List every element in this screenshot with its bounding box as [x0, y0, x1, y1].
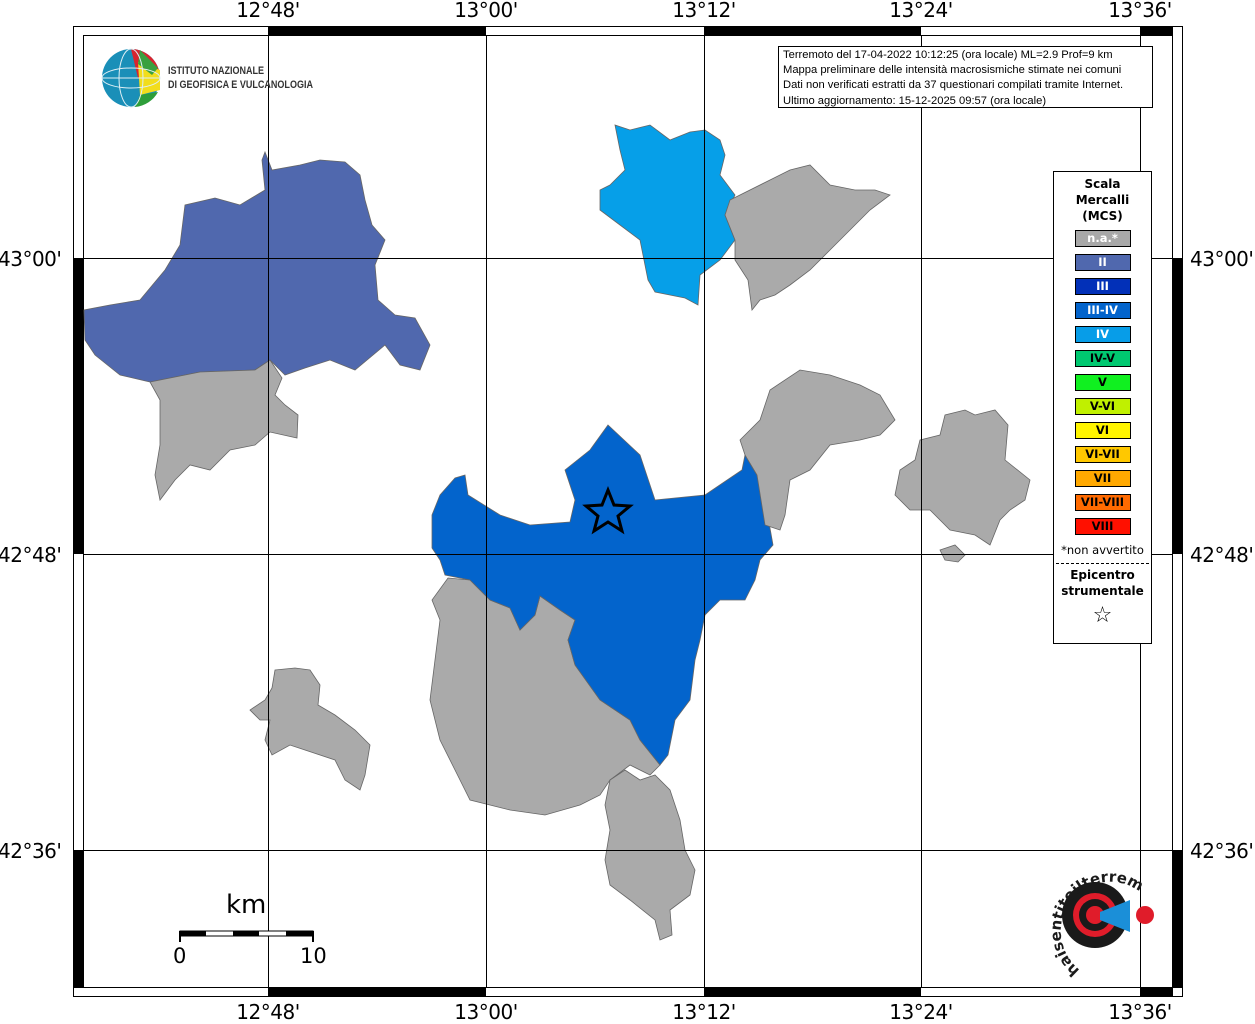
legend-title-line: Scala — [1084, 177, 1121, 191]
lat-label-left: 43°00' — [0, 247, 62, 271]
municipality-intensity-IV — [599, 124, 736, 306]
legend-item: V — [1074, 374, 1131, 391]
municipality-na — [249, 667, 371, 791]
municipality-na — [149, 359, 299, 501]
municipality-na — [739, 369, 896, 531]
lon-label-top: 12°48' — [236, 0, 300, 22]
legend-items: n.a.* II III III-IV IV IV-V V V-VI VI VI-VII VII VI… — [1054, 230, 1151, 535]
legend-divider — [1056, 563, 1149, 564]
lon-label-bottom: 13°12' — [672, 1000, 736, 1024]
legend-title: Scala Mercalli (MCS) — [1054, 176, 1151, 224]
lon-label-top: 13°00' — [454, 0, 518, 22]
legend-item: n.a.* — [1074, 230, 1131, 247]
legend-item: V-VI — [1074, 398, 1131, 415]
municipality-na — [894, 409, 1031, 546]
lon-label-top: 13°24' — [889, 0, 953, 22]
legend-epicenter-line: strumentale — [1061, 584, 1144, 598]
scale-unit: km — [226, 890, 267, 920]
legend-item: IV — [1074, 326, 1131, 343]
legend-item: VII — [1074, 470, 1131, 487]
legend-item: III-IV — [1074, 302, 1131, 319]
lon-label-bottom: 12°48' — [236, 1000, 300, 1024]
legend-item: II — [1074, 254, 1131, 271]
municipality-intensity-III-IV — [431, 424, 774, 766]
lat-label-right: 42°48' — [1190, 543, 1254, 567]
legend-epicenter-line: Epicentro — [1070, 568, 1135, 582]
lon-label-bottom: 13°24' — [889, 1000, 953, 1024]
lat-label-right: 43°00' — [1190, 247, 1254, 271]
lon-label-top: 13°12' — [672, 0, 736, 22]
graticule — [83, 35, 1173, 988]
event-line: Terremoto del 17-04-2022 10:12:25 (ora l… — [783, 49, 1113, 61]
legend-item: III — [1074, 278, 1131, 295]
ingv-logo-text: ISTITUTO NAZIONALE DI GEOFISICA E VULCAN… — [168, 64, 313, 92]
lat-label-right: 42°36' — [1190, 839, 1254, 863]
lon-label-bottom: 13°36' — [1108, 1000, 1172, 1024]
legend-item: VI — [1074, 422, 1131, 439]
lat-label-left: 42°48' — [0, 543, 62, 567]
legend-item: VII-VIII — [1074, 494, 1131, 511]
last-update-line: Ultimo aggiornamento: 15-12-2025 09:57 (… — [783, 94, 1047, 107]
legend-title-line: (MCS) — [1082, 209, 1123, 223]
lat-label-left: 42°36' — [0, 839, 62, 863]
municipality-na — [724, 164, 891, 311]
event-info-box: Terremoto del 17-04-2022 10:12:25 (ora l… — [778, 46, 1153, 108]
intensity-legend: Scala Mercalli (MCS) n.a.* II III III-IV IV I… — [1053, 171, 1152, 644]
scale-min: 0 — [173, 944, 187, 968]
legend-item: IV-V — [1074, 350, 1131, 367]
legend-star-icon: ☆ — [1092, 603, 1113, 628]
scale-max: 10 — [300, 944, 327, 968]
ingv-logo-icon — [101, 48, 161, 108]
scale-bar — [179, 930, 314, 942]
hsit-logo-icon — [1062, 882, 1154, 948]
ingv-line1: ISTITUTO NAZIONALE — [168, 65, 265, 77]
legend-item: VIII — [1074, 518, 1131, 535]
municipalities — [83, 124, 1031, 941]
legend-epicenter-title: Epicentro strumentale — [1054, 567, 1151, 599]
lon-label-bottom: 13°00' — [454, 1000, 518, 1024]
municipality-intensity-II — [83, 150, 431, 383]
legend-note: *non avvertito — [1061, 543, 1144, 557]
epicenter-star-icon — [582, 485, 634, 535]
data-source-line: Dati non verificati estratti da 37 quest… — [783, 79, 1124, 92]
legend-title-line: Mercalli — [1075, 193, 1130, 207]
municipality-na — [939, 544, 966, 563]
frame-scale-bars — [74, 27, 1182, 997]
municipality-na — [604, 769, 696, 941]
legend-item: VI-VII — [1074, 446, 1131, 463]
lon-label-top: 13°36' — [1108, 0, 1172, 22]
map-description-line: Mappa preliminare delle intensità macros… — [783, 64, 1122, 77]
ingv-line2: DI GEOFISICA E VULCANOLOGIA — [168, 79, 313, 91]
